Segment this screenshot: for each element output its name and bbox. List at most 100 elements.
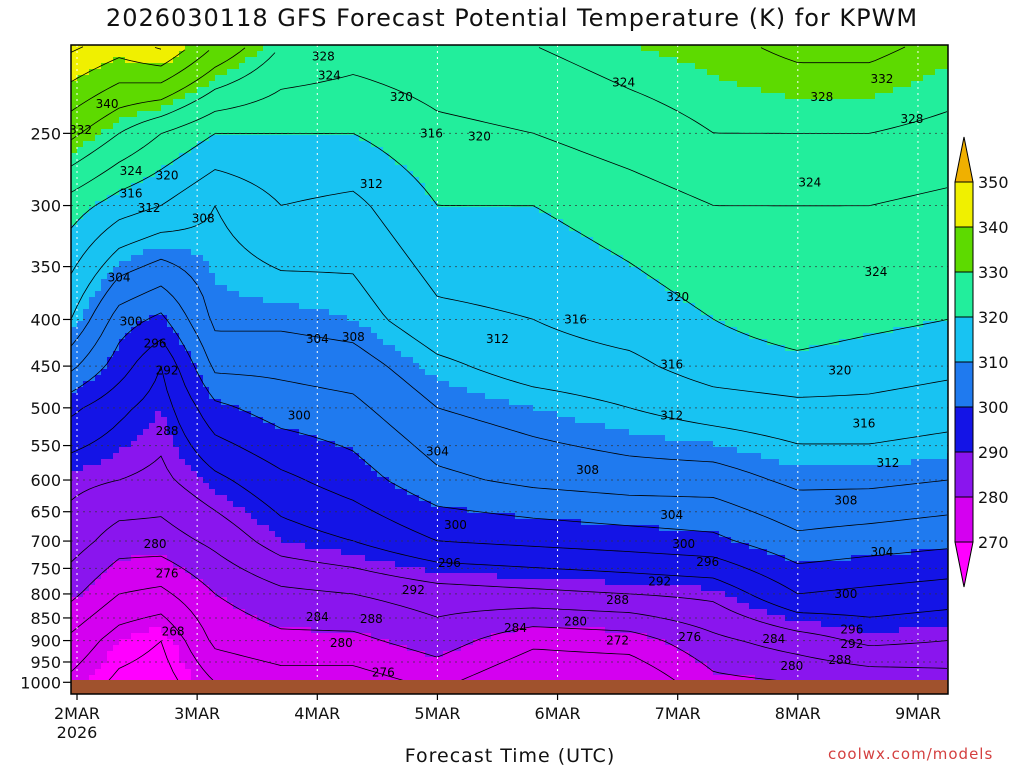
field-cell-4136 bbox=[293, 663, 300, 670]
field-cell-4527 bbox=[317, 393, 324, 400]
field-cell-1859 bbox=[173, 81, 180, 88]
field-cell-4134 bbox=[293, 651, 300, 658]
field-cell-343 bbox=[89, 141, 96, 148]
field-cell-1898 bbox=[173, 315, 180, 322]
field-cell-2788 bbox=[221, 423, 228, 430]
field-cell-3010 bbox=[233, 447, 240, 454]
field-cell-4459 bbox=[311, 639, 318, 646]
field-cell-3384 bbox=[257, 75, 264, 82]
field-cell-4040 bbox=[293, 87, 300, 94]
field-cell-2575 bbox=[209, 453, 216, 460]
field-cell-1079 bbox=[125, 633, 132, 640]
field-cell-1756 bbox=[167, 117, 174, 124]
field-cell-1505 bbox=[149, 573, 156, 580]
field-cell-3947 bbox=[287, 183, 294, 190]
field-cell-3465 bbox=[257, 561, 264, 568]
field-cell-3121 bbox=[239, 459, 246, 466]
field-cell-4025 bbox=[287, 651, 294, 658]
field-cell-2580 bbox=[209, 483, 216, 490]
field-cell-4235 bbox=[299, 603, 306, 610]
field-cell-333 bbox=[89, 81, 96, 88]
field-cell-2739 bbox=[221, 129, 228, 136]
field-cell-4496 bbox=[317, 207, 324, 214]
field-cell-4501 bbox=[317, 237, 324, 244]
field-cell-3428 bbox=[257, 339, 264, 346]
field-cell-2664 bbox=[215, 333, 222, 340]
field-cell-3242 bbox=[245, 531, 252, 538]
field-cell-3919 bbox=[281, 669, 288, 676]
field-cell-2576 bbox=[209, 459, 216, 466]
field-cell-3927 bbox=[287, 63, 294, 70]
field-cell-3177 bbox=[245, 141, 252, 148]
field-cell-4010 bbox=[287, 561, 294, 568]
field-cell-3311 bbox=[251, 291, 258, 298]
field-cell-3678 bbox=[269, 531, 276, 538]
field-cell-2421 bbox=[203, 183, 210, 190]
field-cell-4115 bbox=[293, 537, 300, 544]
field-cell-2346 bbox=[197, 387, 204, 394]
field-cell-2001 bbox=[179, 279, 186, 286]
field-cell-2960 bbox=[233, 147, 240, 154]
field-cell-2632 bbox=[215, 141, 222, 148]
field-cell-3129 bbox=[239, 507, 246, 514]
field-cell-4697 bbox=[329, 105, 336, 112]
field-cell-1430 bbox=[149, 123, 156, 130]
field-cell-113 bbox=[77, 69, 84, 76]
field-cell-3185 bbox=[245, 189, 252, 196]
field-cell-4267 bbox=[305, 141, 312, 148]
field-cell-2924 bbox=[227, 585, 234, 592]
field-cell-2387 bbox=[197, 633, 204, 640]
field-cell-3249 bbox=[245, 573, 252, 580]
field-cell-719 bbox=[107, 435, 114, 442]
field-cell-4596 bbox=[323, 153, 330, 160]
field-cell-3883 bbox=[281, 453, 288, 460]
field-cell-725 bbox=[107, 471, 114, 478]
field-cell-4612 bbox=[323, 249, 330, 256]
field-cell-2809 bbox=[221, 549, 228, 556]
field-cell-423 bbox=[89, 621, 96, 628]
field-cell-207 bbox=[77, 633, 84, 640]
field-cell-3495 bbox=[263, 87, 270, 94]
field-cell-2646 bbox=[215, 225, 222, 232]
field-cell-790 bbox=[113, 207, 120, 214]
field-cell-1013 bbox=[125, 237, 132, 244]
field-cell-189 bbox=[77, 525, 84, 532]
field-cell-4332 bbox=[305, 531, 312, 538]
field-cell-3663 bbox=[269, 441, 276, 448]
field-cell-1469 bbox=[149, 357, 156, 364]
field-cell-3918 bbox=[281, 663, 288, 670]
field-cell-4384 bbox=[311, 189, 318, 196]
field-cell-2945 bbox=[233, 57, 240, 64]
field-cell-436 bbox=[95, 45, 102, 52]
field-cell-1372 bbox=[143, 429, 150, 436]
field-cell-2610 bbox=[209, 663, 216, 670]
field-cell-3763 bbox=[275, 387, 282, 394]
field-cell-3489 bbox=[263, 51, 270, 58]
field-cell-442 bbox=[95, 81, 102, 88]
field-cell-1138 bbox=[131, 333, 138, 340]
field-cell-721 bbox=[107, 447, 114, 454]
field-cell-2750 bbox=[221, 195, 228, 202]
field-cell-4084 bbox=[293, 351, 300, 358]
field-cell-1550 bbox=[155, 189, 162, 196]
field-cell-972 bbox=[119, 645, 126, 652]
field-cell-3860 bbox=[281, 315, 288, 322]
field-cell-689 bbox=[107, 255, 114, 262]
field-cell-633 bbox=[101, 573, 108, 580]
field-cell-1543 bbox=[155, 147, 162, 154]
field-cell-2625 bbox=[215, 99, 222, 106]
field-cell-2032 bbox=[179, 465, 186, 472]
field-cell-942 bbox=[119, 465, 126, 472]
field-cell-1910 bbox=[173, 387, 180, 394]
field-cell-4137 bbox=[293, 669, 300, 676]
field-cell-2031 bbox=[179, 459, 186, 466]
field-cell-2473 bbox=[203, 495, 210, 502]
field-cell-2223 bbox=[191, 303, 198, 310]
field-cell-4484 bbox=[317, 135, 324, 142]
field-cell-3753 bbox=[275, 327, 282, 334]
field-cell-3673 bbox=[269, 501, 276, 508]
field-cell-2841 bbox=[227, 87, 234, 94]
field-cell-4846 bbox=[335, 345, 342, 352]
field-cell-2701 bbox=[215, 555, 222, 562]
field-cell-3711 bbox=[275, 75, 282, 82]
